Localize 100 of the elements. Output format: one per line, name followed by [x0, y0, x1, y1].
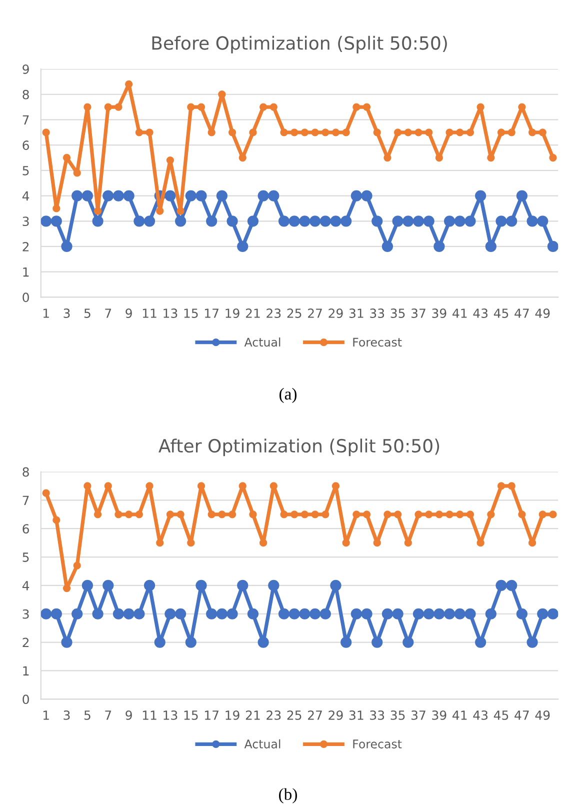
point	[226, 608, 238, 620]
x-tick-label: 29	[328, 308, 343, 318]
point	[466, 510, 474, 518]
point	[332, 128, 340, 136]
point	[104, 103, 112, 111]
x-tick-label: 37	[411, 308, 426, 318]
point	[373, 128, 381, 136]
point	[94, 207, 102, 215]
point	[350, 190, 362, 202]
point	[134, 608, 145, 620]
point	[309, 608, 321, 620]
x-tick-label: 37	[411, 710, 426, 720]
point	[52, 516, 60, 524]
point	[526, 636, 538, 648]
x-tick-label: 49	[535, 308, 550, 318]
x-tick-label: 19	[226, 710, 240, 720]
point	[549, 510, 557, 518]
point	[300, 510, 309, 518]
x-tick-label: 35	[390, 308, 405, 318]
x-tick-label: 1	[43, 710, 49, 720]
point	[434, 608, 445, 620]
point	[394, 510, 402, 518]
x-tick-label: 11	[142, 710, 156, 720]
point	[487, 154, 495, 162]
point	[352, 103, 360, 111]
point	[372, 216, 383, 227]
y-tick-label: 2	[22, 638, 29, 648]
point	[61, 240, 72, 252]
point	[508, 128, 516, 136]
x-tick-label: 5	[84, 308, 90, 318]
point	[466, 128, 474, 136]
point	[72, 190, 83, 202]
x-tick-label: 19	[226, 308, 240, 318]
point	[61, 636, 72, 648]
x-tick-label: 33	[370, 710, 384, 720]
x-tick-label: 23	[266, 308, 281, 318]
point	[216, 608, 228, 620]
x-tick-label: 21	[246, 308, 260, 318]
point	[196, 580, 207, 592]
point	[528, 539, 536, 547]
point	[208, 510, 216, 518]
legend-label: Forecast	[353, 338, 402, 347]
point	[228, 510, 236, 518]
legend-label: Forecast	[353, 740, 402, 748]
x-tick-label: 47	[514, 710, 529, 720]
point	[506, 580, 518, 592]
point	[444, 216, 456, 227]
point	[547, 240, 558, 252]
point	[226, 216, 238, 227]
point	[402, 636, 414, 648]
point	[92, 608, 104, 620]
x-tick-label: 41	[452, 710, 467, 720]
point	[372, 636, 383, 648]
point	[92, 216, 104, 227]
point	[112, 608, 124, 620]
point	[342, 539, 350, 547]
point	[350, 608, 362, 620]
point	[497, 128, 506, 136]
x-tick-label: 13	[164, 308, 178, 318]
point	[125, 510, 133, 518]
point	[506, 216, 518, 227]
point	[320, 608, 331, 620]
y-tick-label: 3	[22, 216, 29, 226]
point	[278, 216, 290, 227]
point	[123, 608, 134, 620]
point	[340, 216, 352, 227]
y-tick-label: 8	[22, 467, 29, 477]
point	[278, 608, 290, 620]
point	[476, 103, 484, 111]
point	[42, 128, 50, 136]
x-tick-label: 13	[164, 710, 178, 720]
point	[352, 510, 360, 518]
point	[218, 510, 226, 518]
point	[537, 608, 548, 620]
point	[82, 190, 94, 202]
y-tick-label: 6	[22, 524, 29, 534]
point	[164, 190, 176, 202]
point	[311, 128, 319, 136]
y-tick-label: 8	[22, 90, 29, 100]
point	[402, 216, 414, 227]
x-tick-label: 45	[494, 710, 508, 720]
point	[412, 608, 424, 620]
point	[156, 207, 164, 215]
point	[320, 216, 331, 227]
point	[270, 103, 278, 111]
point	[526, 216, 538, 227]
point	[50, 608, 62, 620]
point	[496, 580, 507, 592]
point	[73, 562, 81, 570]
point	[84, 103, 92, 111]
x-tick-label: 45	[494, 308, 508, 318]
point	[464, 608, 476, 620]
point	[146, 128, 154, 136]
point	[547, 608, 558, 620]
point	[322, 128, 330, 136]
point	[404, 128, 412, 136]
x-tick-label: 7	[105, 710, 112, 720]
x-tick-label: 31	[349, 710, 364, 720]
point	[249, 510, 257, 518]
x-tick-label: 33	[370, 308, 384, 318]
